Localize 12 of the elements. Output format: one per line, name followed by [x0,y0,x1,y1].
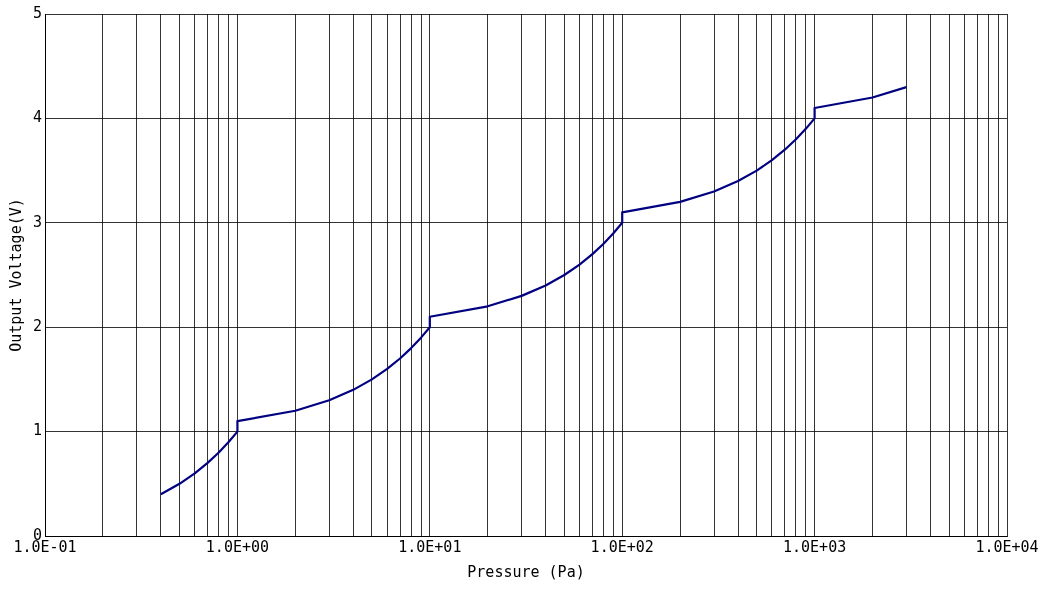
x-tick-label: 1.0E+04 [975,537,1039,556]
y-tick-label: 1 [33,421,43,440]
y-tick-label: 3 [33,212,43,231]
y-tick-label: 5 [33,3,43,22]
y-tick-label: 2 [33,317,43,336]
x-tick-label: 1.0E+03 [783,537,847,556]
x-axis-title: Pressure (Pa) [467,562,585,581]
x-tick-label: 1.0E+01 [398,537,462,556]
x-tick-label: 1.0E+00 [205,537,270,556]
y-axis-title: Output Voltage(V) [6,198,25,352]
y-tick-label: 4 [33,108,43,127]
x-tick-label: 1.0E+02 [590,537,654,556]
